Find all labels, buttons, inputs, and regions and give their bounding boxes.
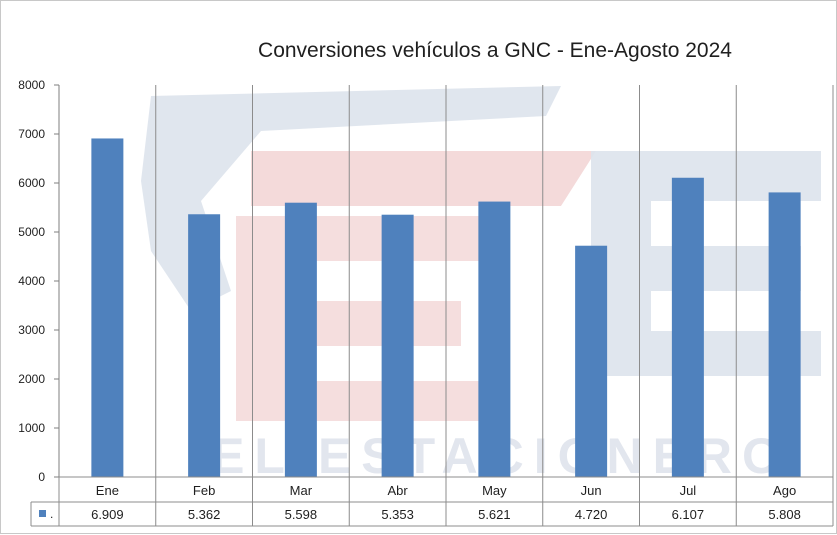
watermark-red-band-shape	[251, 151, 596, 206]
data-value-label: 6.107	[672, 507, 705, 522]
bars	[91, 138, 801, 478]
y-tick-label: 6000	[18, 176, 45, 190]
bar-feb	[188, 214, 221, 477]
data-value-label: 5.808	[768, 507, 801, 522]
x-category-label: Jun	[581, 483, 602, 498]
x-category-label: Mar	[290, 483, 313, 498]
bar-may	[478, 201, 511, 478]
legend-key-swatch	[39, 510, 46, 517]
y-tick-label: 3000	[18, 323, 45, 337]
data-value-label: 5.362	[188, 507, 221, 522]
x-category-label: Abr	[388, 483, 409, 498]
x-category-label: Ago	[773, 483, 796, 498]
data-table: . Ene 6.909 Feb 5.362 Mar 5.598 Abr 5.353 May 5.62…	[30, 476, 833, 527]
bar-ago	[768, 192, 801, 477]
y-tick-label: 8000	[18, 78, 45, 92]
chart-title: Conversiones vehículos a GNC - Ene-Agost…	[258, 39, 732, 62]
y-tick-label: 4000	[18, 274, 45, 288]
y-tick-label: 1000	[18, 421, 45, 435]
data-value-label: 5.621	[478, 507, 511, 522]
y-tick-label: 2000	[18, 372, 45, 386]
category-dividers	[155, 85, 834, 526]
data-value-label: 6.909	[91, 507, 124, 522]
bar-jul	[671, 177, 704, 477]
data-value-label: 5.598	[285, 507, 318, 522]
y-tick-label: 5000	[18, 225, 45, 239]
y-tick-label: 0	[38, 470, 45, 484]
x-category-label: Ene	[96, 483, 119, 498]
bar-ene	[91, 138, 124, 478]
data-value-label: 5.353	[381, 507, 414, 522]
x-category-label: May	[482, 483, 507, 498]
watermark-fuel-nozzle-shape	[141, 86, 561, 311]
data-value-label: 4.720	[575, 507, 608, 522]
watermark-e-shape	[236, 216, 481, 421]
y-tick-label: 7000	[18, 127, 45, 141]
bar-abr	[381, 214, 414, 477]
bar-jun	[575, 245, 608, 477]
x-category-label: Jul	[680, 483, 697, 498]
legend-key-label: .	[50, 507, 53, 521]
y-axis: 0 1000 2000 3000 4000 5000 6000 7000 8000	[18, 78, 60, 484]
watermark-second-e-shape	[591, 151, 821, 376]
x-category-label: Feb	[193, 483, 215, 498]
bar-mar	[284, 202, 317, 477]
